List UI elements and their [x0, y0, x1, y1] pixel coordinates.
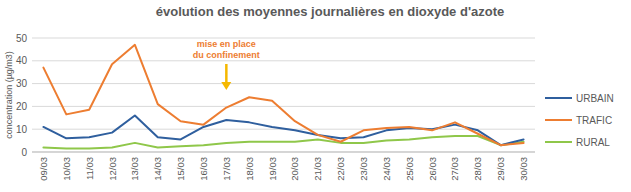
- arrow-shaft: [225, 64, 228, 84]
- x-tick-label: 15/03: [175, 157, 186, 181]
- x-tick-label: 29/03: [495, 157, 506, 181]
- annotation: mise en place: [197, 39, 256, 49]
- x-tick-label: 20/03: [289, 157, 300, 181]
- x-tick-label: 22/03: [335, 157, 346, 181]
- x-tick-label: 28/03: [472, 157, 483, 181]
- y-tick-label: 10: [16, 124, 28, 135]
- chart: évolution des moyennes journalières en d…: [0, 0, 631, 192]
- grid-line: [32, 152, 535, 153]
- x-tick-label: 16/03: [198, 157, 209, 181]
- annotation: du confinement: [193, 50, 260, 60]
- x-tick-label: 12/03: [107, 157, 118, 181]
- plot-area: [43, 45, 523, 149]
- x-tick-label: 24/03: [381, 157, 392, 181]
- legend-label: RURAL: [576, 137, 610, 148]
- legend-label: URBAIN: [576, 93, 614, 104]
- x-tick-label: 21/03: [312, 157, 323, 181]
- x-tick-label: 14/03: [152, 157, 163, 181]
- y-tick-label: 40: [16, 55, 28, 66]
- y-axis-label: concentration (µg/m3): [4, 51, 14, 139]
- x-tick-label: 11/03: [84, 157, 95, 180]
- grid-line: [32, 83, 535, 84]
- x-tick-label: 09/03: [38, 157, 49, 181]
- series-line: [43, 116, 523, 146]
- x-tick-label: 19/03: [267, 157, 278, 181]
- legend-swatch: [545, 119, 572, 121]
- legend-swatch: [545, 141, 572, 143]
- x-tick-label: 17/03: [221, 157, 232, 181]
- series-line: [43, 136, 523, 149]
- arrow-head: [221, 82, 231, 90]
- x-tick-label: 13/03: [129, 157, 140, 181]
- legend-label: TRAFIC: [576, 115, 612, 126]
- x-tick-label: 10/03: [61, 157, 72, 181]
- x-tick-label: 27/03: [449, 157, 460, 181]
- grid-line: [32, 106, 535, 107]
- x-axis: [32, 152, 535, 153]
- x-tick-label: 30/03: [518, 157, 529, 181]
- title: évolution des moyennes journalières en d…: [156, 4, 504, 19]
- legend: URBAIN TRAFIC RURAL: [545, 93, 614, 148]
- annotation-arrow: [221, 64, 231, 90]
- x-tick-label: 26/03: [427, 157, 438, 181]
- y-tick-label: 30: [16, 78, 28, 89]
- y-tick-label: 50: [16, 33, 28, 44]
- series-line: [43, 45, 523, 145]
- x-tick-label: 18/03: [244, 157, 255, 181]
- legend-swatch: [545, 97, 572, 99]
- y-tick-label: 20: [16, 101, 28, 112]
- grid-line: [32, 60, 535, 61]
- y-tick-label: 0: [21, 147, 27, 158]
- x-tick-label: 25/03: [404, 157, 415, 181]
- grid-line: [32, 38, 535, 39]
- x-tick-label: 23/03: [358, 157, 369, 181]
